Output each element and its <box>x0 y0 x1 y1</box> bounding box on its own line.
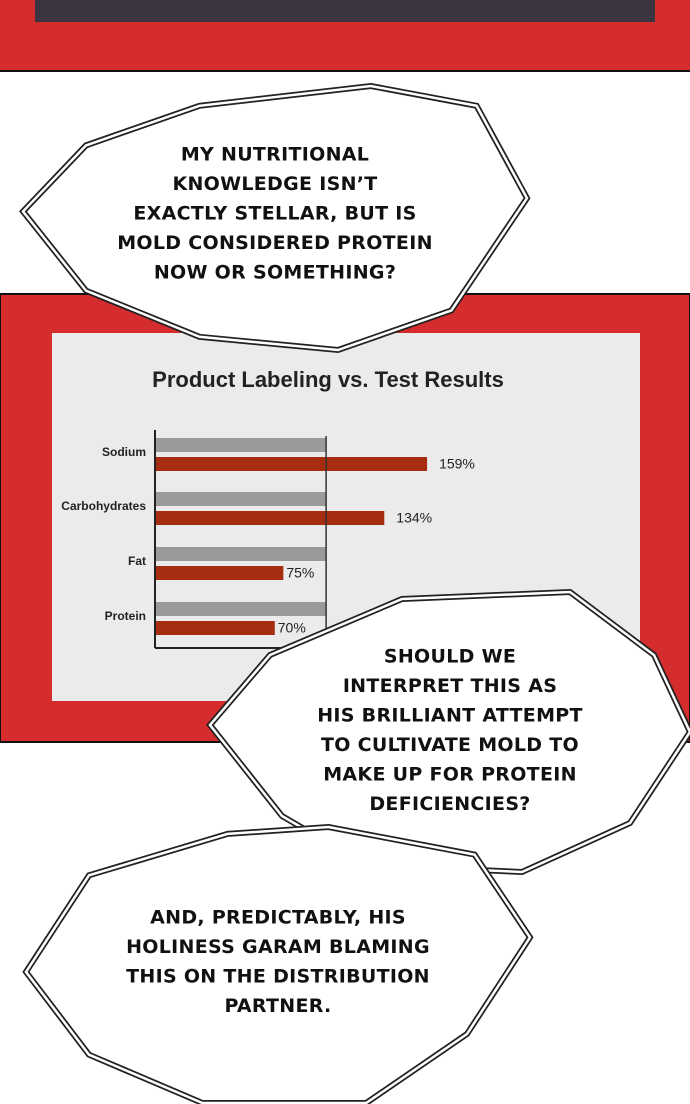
bar <box>155 602 327 616</box>
bubble-text: HOLINESS GARAM BLAMING <box>126 936 430 958</box>
bubble-text: EXACTLY STELLAR, BUT IS <box>133 203 416 225</box>
value-label: 70% <box>278 620 306 636</box>
speech-bubble-outline <box>21 84 529 352</box>
bubble-text: SHOULD WE <box>384 646 516 668</box>
bubble-text: MOLD CONSIDERED PROTEIN <box>117 232 433 254</box>
value-label: 159% <box>439 456 475 472</box>
category-label: Carbohydrates <box>61 499 146 513</box>
category-label: Fat <box>128 554 146 568</box>
value-label: 75% <box>286 565 314 581</box>
category-label: Sodium <box>102 445 146 459</box>
bubble-text: NOW OR SOMETHING? <box>154 262 396 284</box>
bubble-text: MAKE UP FOR PROTEIN <box>323 764 577 786</box>
speech-bubble-outline <box>24 825 532 1104</box>
bubble-text: MY NUTRITIONAL <box>181 144 369 166</box>
bar <box>155 511 385 525</box>
bubble-text: DEFICIENCIES? <box>369 793 530 815</box>
bubble-text: INTERPRET THIS AS <box>343 675 557 697</box>
bar <box>155 492 327 506</box>
chart-title: Product Labeling vs. Test Results <box>152 367 504 392</box>
bubble-text: KNOWLEDGE ISN’T <box>172 173 377 195</box>
category-label: Protein <box>105 609 146 623</box>
bubble-text: TO CULTIVATE MOLD TO <box>321 734 579 756</box>
bubble-text: PARTNER. <box>224 995 331 1017</box>
bar <box>155 547 327 561</box>
bubble-text: HIS BRILLIANT ATTEMPT <box>317 705 583 727</box>
bubbles: MY NUTRITIONAL KNOWLEDGE ISN’T EXACTLY STE… <box>19 82 690 1104</box>
bar <box>155 438 327 452</box>
image-strip <box>35 0 655 22</box>
value-label: 134% <box>396 510 432 526</box>
bar <box>155 621 275 635</box>
bubble-text: THIS ON THE DISTRIBUTION <box>126 966 430 988</box>
bar <box>155 566 284 580</box>
bar <box>155 457 428 471</box>
bubble-text: AND, PREDICTABLY, HIS <box>150 907 406 929</box>
